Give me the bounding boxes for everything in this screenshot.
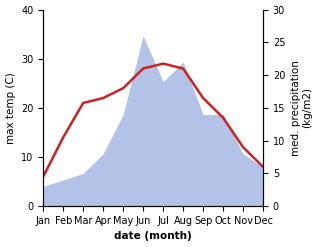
Y-axis label: med. precipitation
(kg/m2): med. precipitation (kg/m2): [291, 60, 313, 156]
X-axis label: date (month): date (month): [114, 231, 192, 242]
Y-axis label: max temp (C): max temp (C): [5, 72, 16, 144]
